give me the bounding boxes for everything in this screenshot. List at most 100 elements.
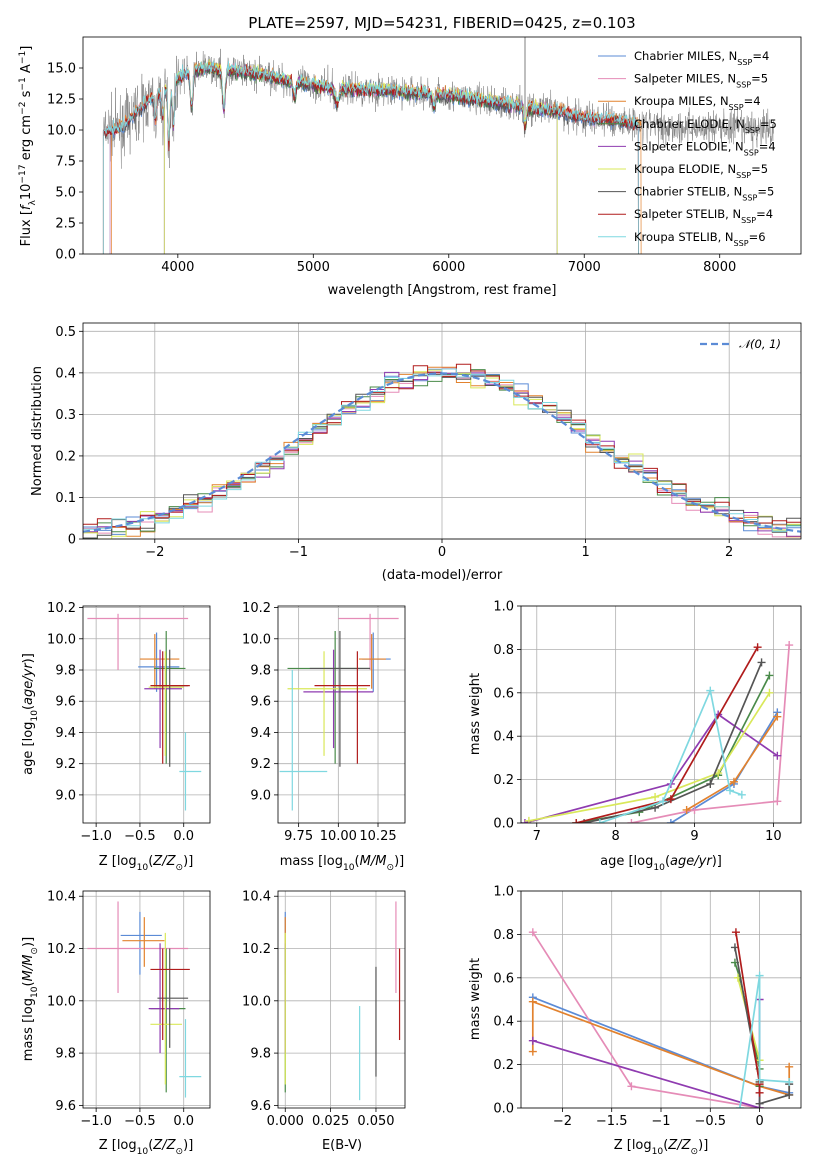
mass-vs-Z-plot [87,901,202,1098]
mass-weight-marker [753,643,762,652]
x-tick-label: 0 [755,1114,763,1129]
mass-weight-marker [682,805,691,814]
y-tick-label: 9.6 [250,695,271,710]
y-tick-label: 0.4 [493,730,514,745]
x-tick-label: 0.025 [312,1114,349,1129]
x-tick-label: 9.75 [284,829,313,844]
mass-weight-marker [658,797,667,806]
y-tick-label: 0.4 [493,1015,514,1030]
y-tick-label: 9.6 [55,1099,76,1114]
y-tick-label: 10.2 [47,601,76,616]
residual-histogram-plot [83,363,801,539]
y-tick-label: 9.6 [250,1099,271,1114]
y-tick-label: 9.0 [55,788,76,803]
x-tick-label: 6000 [432,260,465,275]
axes-frame [520,890,802,1109]
age-vs-mass-plot [279,613,399,811]
mass-weight-marker [773,751,782,760]
x-tick-label: 10.00 [320,829,357,844]
y-tick-label: 0.0 [55,248,76,263]
x-tick-label: −1.0 [80,1114,112,1129]
mass-weight-line-salpeter_elodie [524,713,778,823]
x-tick-label: −1.0 [80,829,112,844]
y-tick-label: 0.3 [55,408,76,423]
axes-frame [82,605,211,824]
age-vs-mass-axes: 9.75 10.00 10.25 9.0 9.2 9.4 9.6 9.8 10.0 10.2 mas… [242,601,406,873]
legend-label: Chabrier MILES, NSSP=4 [634,49,769,67]
mass-weight-marker [785,1090,794,1099]
y-tick-label: 2.5 [55,217,76,232]
y-tick-label: 9.4 [250,726,271,741]
mass-weight-marker [690,805,699,814]
legend-label: Chabrier ELODIE, NSSP=5 [634,117,777,135]
x-tick-label: 1 [581,545,589,560]
mass-weight-marker [706,686,715,695]
legend-label: Chabrier STELIB, NSSP=5 [634,185,774,203]
mass-vs-EBV-plot [284,901,401,1101]
age-vs-Z-plot [87,613,202,811]
mass-weight-marker [737,790,746,799]
mass-vs-EBV-axes: 0.000 0.025 0.050 9.6 9.8 10.0 10.2 10.4 E(B-V) [242,890,406,1153]
y-tick-label: 0.5 [55,325,76,340]
y-tick-label: 1.0 [493,600,514,615]
x-tick-label: 5000 [297,260,330,275]
y-tick-label: 9.8 [250,1047,271,1062]
y-axis-label: Normed distribution [30,366,45,496]
legend-label: Salpeter STELIB, NSSP=4 [634,207,773,225]
mass-weight-line-kroupa_elodie [528,692,771,822]
y-axis-label: mass weight [468,673,483,755]
x-tick-label: 8 [612,829,620,844]
x-axis-label: wavelength [Angstrom, rest frame] [328,283,557,298]
mass-weight-marker [627,1082,636,1091]
x-axis-label: E(B-V) [322,1138,362,1153]
axes-frame [277,605,406,824]
y-tick-label: 0 [68,533,76,548]
mass-weight-line-kroupa_stelib [739,975,790,1108]
x-axis-label: Z [log10(Z/Z⊙)] [614,1138,709,1157]
mass-weight-line-salpeter_miles [532,931,760,1108]
y-tick-label: 9.6 [55,695,76,710]
mass-weight-marker [755,971,764,980]
mass-weight-vs-age-axes: 7 8 9 10 0.0 0.2 0.4 0.6 0.8 1.0 age [log10(age/yr… [468,600,802,873]
figure-title: PLATE=2597, MJD=54231, FIBERID=0425, z=0… [248,14,635,32]
normal-reference-curve [83,372,801,533]
x-tick-label: 0.000 [267,1114,304,1129]
y-tick-label: 0.2 [493,773,514,788]
mass-weight-marker [706,779,715,788]
y-tick-label: 9.8 [55,664,76,679]
x-axis-label: (data-model)/error [382,568,503,583]
x-tick-label: 10.25 [359,829,396,844]
mass-weight-line-salpeter_miles [631,645,791,823]
y-tick-label: 0.2 [493,1058,514,1073]
mass-weight-marker [528,1036,537,1045]
y-tick-label: 9.8 [55,1047,76,1062]
y-tick-label: 0.8 [493,643,514,658]
y-tick-label: 10.0 [242,632,271,647]
y-tick-label: 9.8 [250,664,271,679]
mass-weight-marker [757,658,766,667]
spectrum-plot [102,37,775,254]
mass-weight-marker [785,1062,794,1071]
x-tick-label: −0.5 [695,1114,727,1129]
mass-weight-marker [765,688,774,697]
mass-vs-Z-axes: −1.0 −0.5 0.0 9.6 9.8 10.0 10.2 10.4 Z [log10(Z/… [21,890,211,1157]
mass-weight-marker [666,819,675,823]
x-axis-label: Z [log10(Z/Z⊙)] [99,854,194,873]
x-tick-label: 4000 [161,260,194,275]
x-axis-label: mass [log10(M/M⊙)] [280,854,404,873]
x-tick-label: −1.5 [596,1114,628,1129]
y-tick-label: 0.1 [55,491,76,506]
x-tick-label: 7000 [568,260,601,275]
y-tick-label: 9.2 [250,757,271,772]
y-tick-label: 9.2 [55,757,76,772]
y-tick-label: 0.0 [493,817,514,832]
mass-weight-marker [755,1088,764,1097]
mass-weight-marker [651,792,660,801]
y-tick-label: 15.0 [47,62,76,77]
y-tick-label: 10.4 [242,890,271,905]
y-tick-label: 7.5 [55,155,76,170]
x-tick-label: 8000 [703,260,736,275]
y-tick-label: 1.0 [493,885,514,900]
mass-weight-marker [785,641,794,650]
